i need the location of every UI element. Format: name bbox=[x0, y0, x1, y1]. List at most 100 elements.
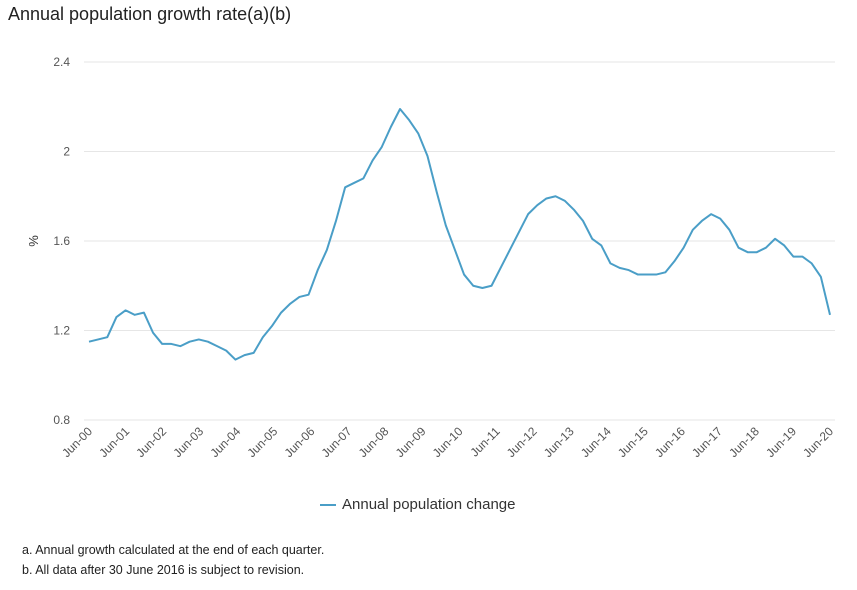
y-tick-label: 0.8 bbox=[53, 413, 70, 427]
data-point[interactable] bbox=[818, 274, 824, 280]
data-point[interactable] bbox=[95, 336, 101, 342]
data-point[interactable] bbox=[571, 207, 577, 213]
data-point[interactable] bbox=[598, 242, 604, 248]
data-point[interactable] bbox=[415, 131, 421, 137]
data-point[interactable] bbox=[662, 269, 668, 275]
data-point[interactable] bbox=[370, 157, 376, 163]
data-point[interactable] bbox=[525, 211, 531, 217]
x-axis-ticks: Jun-00 Jun-01 Jun-02 Jun-03 Jun-04 Jun-05 Jun-… bbox=[59, 424, 836, 460]
data-point[interactable] bbox=[653, 272, 659, 278]
data-point[interactable] bbox=[516, 229, 522, 235]
data-point[interactable] bbox=[150, 330, 156, 336]
data-point[interactable] bbox=[388, 124, 394, 130]
x-tick-label: Jun-12 bbox=[504, 424, 540, 460]
data-point[interactable] bbox=[717, 216, 723, 222]
data-point[interactable] bbox=[123, 307, 129, 313]
data-point[interactable] bbox=[708, 211, 714, 217]
data-point[interactable] bbox=[434, 189, 440, 195]
data-point[interactable] bbox=[351, 180, 357, 186]
legend[interactable]: Annual population change bbox=[320, 496, 515, 513]
data-point[interactable] bbox=[360, 175, 366, 181]
data-point[interactable] bbox=[86, 339, 92, 345]
data-point[interactable] bbox=[580, 218, 586, 224]
data-point[interactable] bbox=[205, 339, 211, 345]
data-point[interactable] bbox=[269, 323, 275, 329]
data-point[interactable] bbox=[223, 348, 229, 354]
data-point[interactable] bbox=[809, 260, 815, 266]
data-point[interactable] bbox=[251, 350, 257, 356]
data-point[interactable] bbox=[397, 106, 403, 112]
x-tick-label: Jun-20 bbox=[800, 424, 836, 460]
x-tick-label: Jun-09 bbox=[393, 424, 429, 460]
data-point[interactable] bbox=[754, 249, 760, 255]
data-point[interactable] bbox=[489, 283, 495, 289]
data-point[interactable] bbox=[607, 260, 613, 266]
data-point[interactable] bbox=[379, 144, 385, 150]
data-point[interactable] bbox=[644, 272, 650, 278]
data-point[interactable] bbox=[242, 352, 248, 358]
data-point[interactable] bbox=[461, 272, 467, 278]
data-point[interactable] bbox=[278, 310, 284, 316]
x-tick-label: Jun-02 bbox=[133, 424, 169, 460]
data-point[interactable] bbox=[214, 343, 220, 349]
data-point[interactable] bbox=[790, 254, 796, 260]
data-point[interactable] bbox=[589, 236, 595, 242]
x-tick-label: Jun-15 bbox=[615, 424, 651, 460]
data-point[interactable] bbox=[635, 272, 641, 278]
data-point[interactable] bbox=[187, 339, 193, 345]
x-tick-label: Jun-06 bbox=[282, 424, 318, 460]
data-point[interactable] bbox=[781, 242, 787, 248]
data-point[interactable] bbox=[306, 292, 312, 298]
data-point[interactable] bbox=[196, 336, 202, 342]
data-point[interactable] bbox=[800, 254, 806, 260]
data-point[interactable] bbox=[726, 227, 732, 233]
data-point[interactable] bbox=[617, 265, 623, 271]
data-point[interactable] bbox=[745, 249, 751, 255]
data-point[interactable] bbox=[690, 227, 696, 233]
x-tick-label: Jun-10 bbox=[430, 424, 466, 460]
x-tick-label: Jun-19 bbox=[763, 424, 799, 460]
y-axis-ticks: 0.8 1.2 1.6 2 2.4 bbox=[53, 55, 70, 427]
data-point[interactable] bbox=[141, 310, 147, 316]
data-point[interactable] bbox=[315, 267, 321, 273]
data-point[interactable] bbox=[562, 198, 568, 204]
data-point[interactable] bbox=[699, 218, 705, 224]
data-point[interactable] bbox=[736, 245, 742, 251]
data-point[interactable] bbox=[452, 247, 458, 253]
data-point[interactable] bbox=[763, 245, 769, 251]
data-point[interactable] bbox=[681, 245, 687, 251]
data-point[interactable] bbox=[113, 314, 119, 320]
series-line-annual-population-change[interactable] bbox=[88, 107, 831, 361]
data-point[interactable] bbox=[443, 222, 449, 228]
data-point[interactable] bbox=[342, 184, 348, 190]
data-point[interactable] bbox=[553, 193, 559, 199]
footnote-b: b. All data after 30 June 2016 is subjec… bbox=[22, 563, 305, 577]
data-point[interactable] bbox=[827, 312, 833, 318]
y-tick-label: 2.4 bbox=[53, 55, 70, 69]
x-tick-label: Jun-03 bbox=[170, 424, 206, 460]
data-point[interactable] bbox=[479, 285, 485, 291]
data-point[interactable] bbox=[534, 202, 540, 208]
data-point[interactable] bbox=[104, 334, 110, 340]
data-point[interactable] bbox=[498, 265, 504, 271]
data-point[interactable] bbox=[132, 312, 138, 318]
data-point[interactable] bbox=[424, 153, 430, 159]
data-point[interactable] bbox=[296, 294, 302, 300]
data-point[interactable] bbox=[671, 258, 677, 264]
data-point[interactable] bbox=[168, 341, 174, 347]
data-point[interactable] bbox=[177, 343, 183, 349]
data-point[interactable] bbox=[406, 117, 412, 123]
data-point[interactable] bbox=[232, 357, 238, 363]
data-point[interactable] bbox=[507, 247, 513, 253]
data-point[interactable] bbox=[772, 236, 778, 242]
data-point[interactable] bbox=[333, 218, 339, 224]
data-point[interactable] bbox=[159, 341, 165, 347]
data-point[interactable] bbox=[260, 334, 266, 340]
data-point[interactable] bbox=[470, 283, 476, 289]
x-tick-label: Jun-14 bbox=[578, 424, 614, 460]
data-point[interactable] bbox=[543, 195, 549, 201]
data-point[interactable] bbox=[287, 301, 293, 307]
data-point[interactable] bbox=[626, 267, 632, 273]
data-point[interactable] bbox=[324, 247, 330, 253]
